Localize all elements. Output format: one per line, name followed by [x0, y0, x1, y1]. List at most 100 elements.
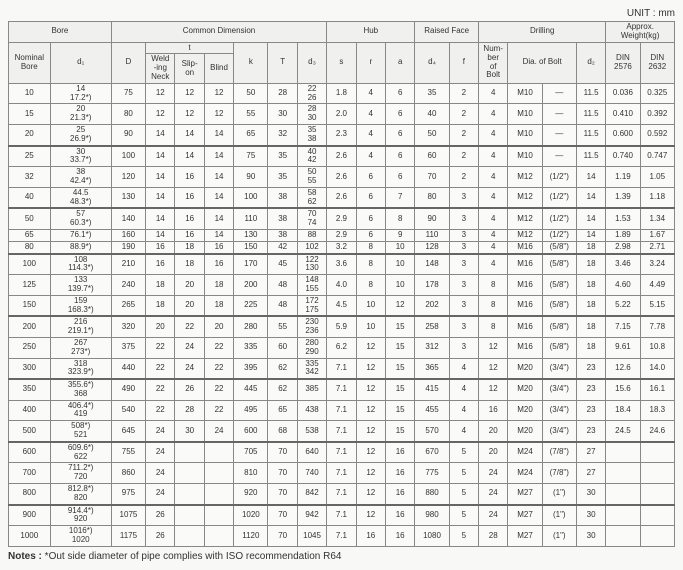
cell-T: 70: [268, 484, 297, 505]
cell-d4: 40: [415, 104, 449, 125]
cell-dia1: M16: [508, 275, 542, 296]
cell-bl: 12: [204, 83, 233, 104]
cell-w2: 1.34: [640, 208, 674, 229]
cell-so: 16: [175, 208, 204, 229]
cell-dia1: M16: [508, 337, 542, 358]
cell-k: 1020: [234, 505, 268, 526]
cell-a: 16: [385, 505, 414, 526]
cell-dia1: M16: [508, 241, 542, 253]
cell-d4: 70: [415, 167, 449, 188]
cell-w2: [640, 526, 674, 547]
cell-w2: 1.05: [640, 167, 674, 188]
cell-d2: 14: [576, 208, 605, 229]
cell-nb: 250: [9, 337, 51, 358]
cell-r: 12: [356, 358, 385, 379]
notes-label: Notes :: [8, 551, 45, 562]
cell-dia2: (5/8"): [542, 254, 576, 275]
cell-s: 5.9: [327, 316, 356, 337]
cell-T: 28: [268, 83, 297, 104]
table-row: 1520 21.3*)80121212553028 302.0464024M10…: [9, 104, 675, 125]
cell-a: 16: [385, 526, 414, 547]
cell-dia1: M10: [508, 83, 542, 104]
cell-s: 2.6: [327, 146, 356, 167]
cell-nb: 350: [9, 379, 51, 400]
cell-a: 9: [385, 229, 414, 241]
cell-wn: 14: [146, 167, 175, 188]
cell-nb: 32: [9, 167, 51, 188]
cell-r: 12: [356, 463, 385, 484]
cell-bl: 22: [204, 379, 233, 400]
cell-a: 6: [385, 167, 414, 188]
cell-d4: 455: [415, 400, 449, 421]
cell-nb: 150: [9, 295, 51, 316]
cell-d4: 80: [415, 187, 449, 208]
cell-dia1: M12: [508, 167, 542, 188]
notes-text: *Out side diameter of pipe complies with…: [45, 551, 342, 562]
cell-dia2: —: [542, 83, 576, 104]
cell-r: 12: [356, 421, 385, 442]
cell-k: 920: [234, 484, 268, 505]
cell-dia2: (1/2"): [542, 208, 576, 229]
h-diabolt: Dia. of Bolt: [508, 42, 577, 83]
cell-dia2: (7/8"): [542, 463, 576, 484]
cell-f: 2: [449, 104, 478, 125]
cell-s: 2.9: [327, 229, 356, 241]
cell-D: 210: [111, 254, 145, 275]
cell-w1: [606, 505, 640, 526]
cell-d3: 35 38: [297, 124, 326, 145]
cell-r: 6: [356, 229, 385, 241]
cell-bl: [204, 463, 233, 484]
cell-D: 265: [111, 295, 145, 316]
cell-w2: 0.325: [640, 83, 674, 104]
cell-dia1: M16: [508, 295, 542, 316]
cell-f: 3: [449, 229, 478, 241]
cell-w1: 0.600: [606, 124, 640, 145]
cell-d4: 202: [415, 295, 449, 316]
cell-so: 30: [175, 421, 204, 442]
cell-wn: 24: [146, 442, 175, 463]
cell-w2: 0.747: [640, 146, 674, 167]
cell-bl: 14: [204, 187, 233, 208]
cell-k: 225: [234, 295, 268, 316]
cell-d3: 640: [297, 442, 326, 463]
table-row: 100108 114.3*)21016181617045122 1303.681…: [9, 254, 675, 275]
cell-d1: 44.5 48.3*): [50, 187, 111, 208]
table-row: 800812.8*) 82097524920708427.11216880524…: [9, 484, 675, 505]
cell-d1: 914.4*) 920: [50, 505, 111, 526]
cell-bl: 14: [204, 146, 233, 167]
cell-d1: 406.4*) 419: [50, 400, 111, 421]
cell-D: 320: [111, 316, 145, 337]
cell-nob: 4: [479, 124, 508, 145]
cell-d3: 50 55: [297, 167, 326, 188]
cell-w1: 0.036: [606, 83, 640, 104]
cell-k: 395: [234, 358, 268, 379]
cell-d1: 20 21.3*): [50, 104, 111, 125]
cell-dia2: (3/4"): [542, 379, 576, 400]
cell-dia1: M27: [508, 484, 542, 505]
cell-f: 3: [449, 208, 478, 229]
cell-f: 2: [449, 83, 478, 104]
cell-bl: 18: [204, 295, 233, 316]
cell-w2: [640, 505, 674, 526]
cell-r: 16: [356, 526, 385, 547]
cell-r: 4: [356, 146, 385, 167]
cell-d4: 90: [415, 208, 449, 229]
cell-f: 5: [449, 505, 478, 526]
cell-bl: 22: [204, 358, 233, 379]
cell-nob: 8: [479, 275, 508, 296]
cell-w2: 14.0: [640, 358, 674, 379]
cell-so: [175, 526, 204, 547]
cell-dia1: M20: [508, 400, 542, 421]
cell-k: 55: [234, 104, 268, 125]
cell-wn: 12: [146, 104, 175, 125]
cell-a: 10: [385, 275, 414, 296]
cell-nob: 24: [479, 463, 508, 484]
cell-r: 12: [356, 484, 385, 505]
cell-so: 16: [175, 167, 204, 188]
cell-s: 2.0: [327, 104, 356, 125]
cell-k: 90: [234, 167, 268, 188]
cell-bl: [204, 526, 233, 547]
cell-w1: 15.6: [606, 379, 640, 400]
cell-so: 16: [175, 229, 204, 241]
cell-so: 16: [175, 187, 204, 208]
